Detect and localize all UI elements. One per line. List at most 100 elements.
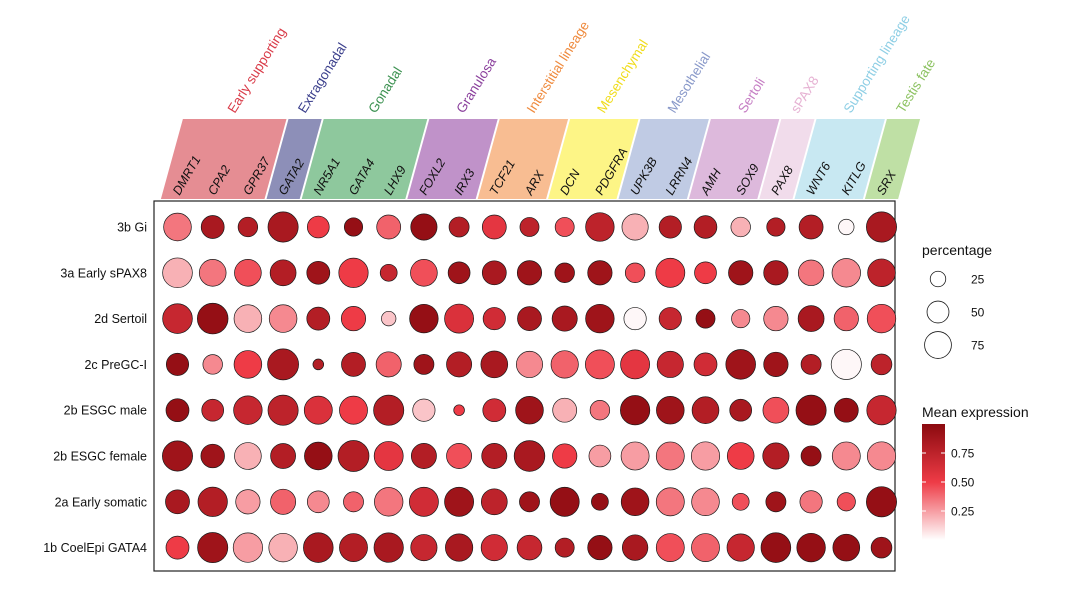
- dot: [763, 306, 789, 332]
- dot: [797, 259, 825, 286]
- dot: [267, 394, 299, 426]
- dots: [162, 211, 897, 564]
- dot: [339, 395, 368, 425]
- dot: [589, 400, 611, 421]
- dot: [866, 486, 897, 518]
- dot: [481, 260, 507, 286]
- dot: [763, 260, 789, 286]
- dot: [585, 303, 615, 334]
- dot: [410, 534, 438, 562]
- dot: [693, 215, 718, 239]
- dot: [197, 302, 229, 335]
- size-legend-label: 75: [971, 339, 985, 353]
- color-legend-label: 0.50: [951, 476, 975, 490]
- dot: [621, 213, 649, 241]
- dot: [833, 306, 859, 332]
- dot: [376, 214, 402, 240]
- dot: [198, 259, 227, 287]
- dot: [270, 443, 296, 469]
- dot: [656, 350, 684, 378]
- dot: [232, 532, 263, 563]
- group-band: [864, 119, 921, 199]
- dot: [866, 395, 897, 426]
- dot: [338, 257, 369, 288]
- dot: [800, 445, 822, 467]
- dot: [624, 262, 646, 283]
- dot: [162, 257, 193, 289]
- dot: [621, 534, 649, 561]
- color-legend-label: 0.75: [951, 447, 975, 461]
- group-band: [759, 119, 815, 199]
- dot: [866, 441, 897, 471]
- dot: [550, 350, 579, 379]
- size-legend-label: 50: [971, 306, 985, 320]
- group-label: Testis fate: [893, 56, 938, 115]
- dot: [831, 441, 861, 471]
- group-band: [688, 119, 780, 199]
- group-label: Mesothelial: [665, 50, 714, 116]
- dot: [482, 398, 507, 423]
- dot: [480, 350, 509, 379]
- dot: [268, 304, 298, 333]
- dot: [867, 258, 896, 288]
- row-label: 2b ESGC female: [53, 450, 147, 464]
- size-legend: 25 50 75: [924, 270, 985, 359]
- dot: [515, 350, 543, 378]
- dot: [693, 352, 718, 377]
- group-label: Mesenchymal: [594, 37, 651, 116]
- dot: [519, 217, 540, 237]
- dot: [620, 487, 650, 517]
- dot: [554, 262, 575, 283]
- dot: [587, 260, 613, 286]
- dot: [552, 397, 578, 423]
- dot: [445, 533, 474, 562]
- dot: [516, 260, 543, 286]
- dot: [554, 537, 575, 558]
- group-band: [794, 119, 885, 199]
- dot: [870, 353, 893, 376]
- dot: [796, 532, 826, 563]
- group-label: Sertoli: [735, 75, 768, 115]
- dot: [831, 258, 861, 288]
- dot: [725, 349, 756, 380]
- dot: [339, 533, 368, 562]
- dot: [413, 354, 435, 375]
- color-legend-title: Mean expression: [922, 404, 1029, 420]
- dot: [303, 395, 333, 425]
- dot: [197, 486, 228, 517]
- dot: [655, 441, 685, 471]
- dot: [838, 218, 855, 236]
- dot: [585, 212, 615, 242]
- dot: [655, 533, 685, 562]
- dot: [549, 486, 580, 517]
- dot: [798, 214, 824, 240]
- dot: [165, 535, 190, 560]
- dot: [797, 305, 825, 332]
- dot: [343, 217, 364, 237]
- dot: [620, 349, 650, 380]
- dot: [343, 491, 364, 513]
- dot: [760, 532, 792, 563]
- dot: [202, 354, 223, 375]
- dot: [731, 309, 751, 329]
- dot: [165, 398, 190, 423]
- dot: [381, 310, 397, 327]
- dot: [762, 442, 790, 470]
- group-label: Extragonadal: [295, 40, 350, 115]
- dot: [341, 352, 366, 377]
- dot: [726, 442, 755, 470]
- dot: [448, 216, 470, 238]
- color-legend-label: 0.25: [951, 505, 975, 519]
- dot: [690, 441, 721, 471]
- dot: [446, 351, 473, 378]
- dot: [587, 535, 613, 561]
- dot: [519, 491, 540, 513]
- dot: [795, 394, 827, 426]
- dot: [655, 257, 686, 288]
- dot: [233, 350, 263, 379]
- dot: [165, 352, 190, 376]
- group-label: Granulosa: [453, 54, 499, 115]
- dot: [691, 533, 720, 562]
- row-label: 1b CoelEpi GATA4: [43, 541, 147, 555]
